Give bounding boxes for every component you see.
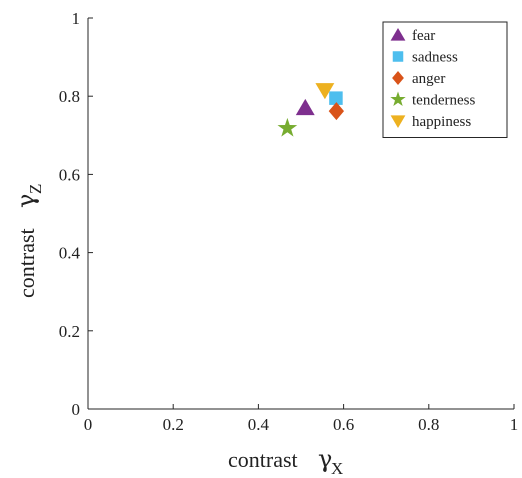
legend-label-tenderness: tenderness — [412, 93, 475, 109]
y-axis-label: contrast γ Z — [12, 184, 45, 298]
data-point-sadness — [329, 91, 343, 105]
data-points — [277, 83, 344, 137]
y-axis-label-subscript: Z — [26, 184, 45, 194]
x-tick-label: 0 — [84, 415, 93, 434]
x-axis-ticks: 0 0.2 0.4 0.6 0.8 1 — [84, 404, 519, 434]
legend-marker-anger — [392, 71, 404, 85]
x-tick-label: 0.6 — [333, 415, 354, 434]
y-tick-label: 1 — [72, 9, 81, 28]
y-tick-label: 0.8 — [59, 87, 80, 106]
legend-marker-tenderness — [390, 91, 406, 106]
legend: fear sadness anger tenderness happiness — [382, 21, 508, 138]
y-tick-label: 0.2 — [59, 322, 80, 341]
x-axis-label-text: contrast — [228, 447, 298, 472]
legend-marker-fear — [390, 28, 406, 41]
y-tick-label: 0 — [72, 400, 81, 419]
x-tick-label: 0.2 — [163, 415, 184, 434]
y-tick-label: 0.6 — [59, 165, 80, 184]
legend-label-fear: fear — [412, 28, 435, 44]
x-tick-label: 1 — [510, 415, 519, 434]
x-axis-label-subscript: X — [331, 459, 343, 478]
y-axis-label-text: contrast — [14, 228, 39, 298]
legend-marker-sadness — [392, 51, 404, 62]
y-axis-label-symbol: γ — [12, 194, 40, 208]
x-tick-label: 0.8 — [418, 415, 439, 434]
legend-label-sadness: sadness — [412, 50, 458, 66]
x-axis-label-symbol: γ — [318, 445, 332, 473]
x-tick-label: 0.4 — [248, 415, 270, 434]
y-axis-ticks: 0 0.2 0.4 0.6 0.8 1 — [59, 9, 93, 419]
y-tick-label: 0.4 — [59, 244, 81, 263]
legend-label-anger: anger — [412, 71, 445, 87]
x-axis-label: contrast γ X — [228, 445, 343, 478]
data-point-happiness — [315, 83, 335, 100]
axes — [87, 18, 514, 410]
data-point-anger — [328, 102, 344, 121]
legend-label-happiness: happiness — [412, 114, 471, 130]
data-point-fear — [295, 98, 315, 116]
data-point-tenderness — [277, 117, 298, 137]
legend-marker-happiness — [390, 115, 406, 128]
